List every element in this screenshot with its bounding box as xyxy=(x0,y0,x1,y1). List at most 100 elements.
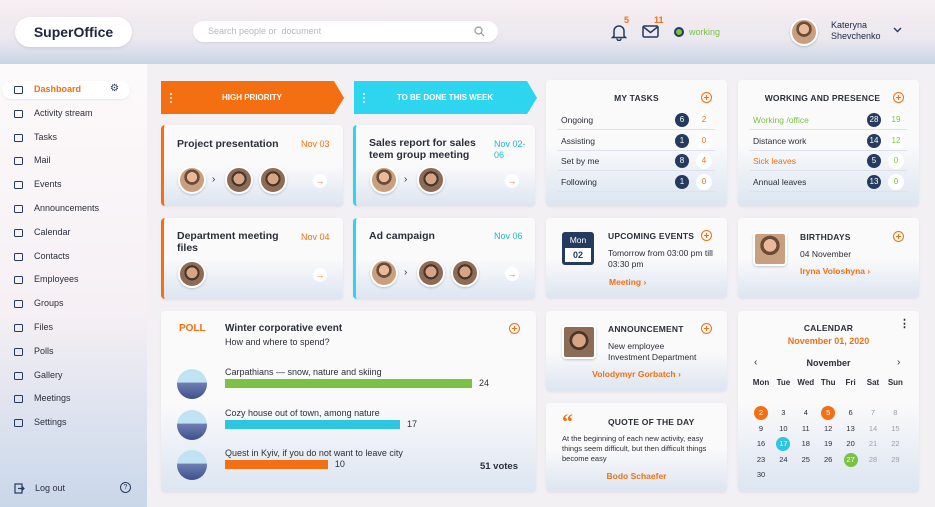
calendar-day[interactable]: 5 xyxy=(821,406,836,420)
stat-row: Working /office 28 19 xyxy=(750,110,907,130)
nav-icon xyxy=(14,371,23,380)
calendar-day[interactable]: 30 xyxy=(756,470,766,480)
message-count: 11 xyxy=(654,15,664,25)
calendar-day[interactable]: 29 xyxy=(891,454,900,464)
calendar-day[interactable]: 10 xyxy=(779,423,788,433)
option-label: Quest in Kyiv, if you do not want to lea… xyxy=(225,448,403,458)
open-arrow[interactable]: → xyxy=(313,268,327,282)
calendar-day[interactable]: 20 xyxy=(846,439,855,449)
user-menu-chevron[interactable] xyxy=(893,27,902,33)
calendar-day[interactable]: 24 xyxy=(779,454,788,464)
calendar-day[interactable]: 3 xyxy=(781,408,786,417)
events-card: Mon 02 UPCOMING EVENTS Tomorrow from 03:… xyxy=(546,218,727,298)
nav-item[interactable]: Contacts xyxy=(2,248,130,266)
next-month[interactable]: › xyxy=(897,357,901,368)
calendar-day[interactable]: 28 xyxy=(868,454,878,464)
stat-row: Ongoing 6 2 xyxy=(558,110,715,130)
calendar-day[interactable]: 8 xyxy=(893,408,898,417)
stat-total: 6 xyxy=(675,113,689,127)
calendar-day[interactable]: 7 xyxy=(870,408,876,417)
calendar-day[interactable]: 21 xyxy=(868,439,878,449)
nav-item[interactable]: Activity stream xyxy=(2,105,130,123)
nav-label: Groups xyxy=(34,298,64,309)
calendar-day[interactable]: 26 xyxy=(824,454,833,464)
task-title: Ad campaign xyxy=(369,230,435,242)
calendar-day[interactable]: 13 xyxy=(846,423,855,433)
task-card[interactable]: Project presentation Nov 03 › → xyxy=(161,125,343,206)
calendar-day[interactable]: 15 xyxy=(891,423,900,433)
calendar-day[interactable]: 16 xyxy=(756,439,766,449)
calendar-day[interactable]: 27 xyxy=(843,452,858,467)
calendar-day[interactable]: 11 xyxy=(801,423,810,433)
nav-item[interactable]: Mail xyxy=(2,152,130,170)
open-arrow[interactable]: → xyxy=(505,267,519,281)
nav-label: Dashboard xyxy=(34,84,82,94)
card-title: MY TASKS xyxy=(614,93,659,103)
nav-item[interactable]: Employees xyxy=(2,271,130,289)
nav-icon xyxy=(14,133,23,142)
event-link[interactable]: Meeting › xyxy=(609,277,647,287)
avatar xyxy=(178,166,206,194)
nav-item[interactable]: Events xyxy=(2,176,130,194)
calendar-day[interactable]: 2 xyxy=(754,406,768,420)
help-icon[interactable]: ? xyxy=(120,482,131,493)
add-button[interactable] xyxy=(701,230,712,241)
weekday: Sun xyxy=(887,378,903,387)
card-title: BIRTHDAYS xyxy=(800,232,851,242)
search-bar[interactable]: Search people or document xyxy=(193,21,498,42)
weekday: Tue xyxy=(776,378,791,387)
stat-label: Following xyxy=(561,176,597,187)
nav-settings[interactable]: ⚙ xyxy=(110,83,119,94)
announcement-link[interactable]: Volodymyr Gorbatch › xyxy=(592,369,681,379)
calendar-day[interactable]: 23 xyxy=(756,454,766,464)
calendar-day[interactable]: 18 xyxy=(801,439,810,449)
calendar-day[interactable]: 19 xyxy=(824,439,833,449)
calendar-day[interactable]: 9 xyxy=(758,423,764,433)
task-card[interactable]: Department meeting files Nov 04 → xyxy=(161,218,343,299)
open-arrow[interactable]: → xyxy=(505,174,519,188)
prev-month[interactable]: ‹ xyxy=(754,357,758,368)
nav-item[interactable]: Settings xyxy=(2,414,130,432)
poll-bar xyxy=(225,379,472,388)
task-card[interactable]: Ad campaign Nov 06 › → xyxy=(353,218,535,299)
nav-item[interactable]: Calendar xyxy=(2,224,130,242)
birthday-name[interactable]: Iryna Voloshyna › xyxy=(800,266,871,276)
calendar-day[interactable]: 4 xyxy=(803,408,808,417)
nav-item[interactable]: Meetings xyxy=(2,390,130,408)
nav-item[interactable]: Dashboard ⚙ xyxy=(2,81,130,99)
add-button[interactable] xyxy=(701,92,712,103)
stat-row: Following 1 0 xyxy=(558,172,715,192)
calendar-day[interactable]: 22 xyxy=(891,439,900,449)
calendar-menu[interactable]: ⋮ xyxy=(899,318,910,330)
open-arrow[interactable]: → xyxy=(313,174,327,188)
calendar-day[interactable]: 12 xyxy=(824,423,833,433)
user-last-name: Shevchenko xyxy=(831,31,881,41)
logo[interactable]: SuperOffice xyxy=(15,17,132,47)
nav-item[interactable]: Gallery xyxy=(2,367,130,385)
mail-icon[interactable] xyxy=(642,25,659,38)
add-button[interactable] xyxy=(701,323,712,334)
calendar-day[interactable]: 17 xyxy=(776,437,791,452)
nav-item[interactable]: Groups xyxy=(2,295,130,313)
user-avatar[interactable] xyxy=(790,18,818,46)
birthday-date: 04 November xyxy=(800,249,852,259)
nav-item[interactable]: Announcements xyxy=(2,200,130,218)
nav-item[interactable]: Polls xyxy=(2,343,130,361)
calendar-day[interactable]: 25 xyxy=(801,454,810,464)
bell-icon[interactable] xyxy=(611,23,627,41)
add-button[interactable] xyxy=(893,231,904,242)
add-button[interactable] xyxy=(509,323,520,334)
nav-item[interactable]: Tasks xyxy=(2,129,130,147)
calendar-day[interactable]: 14 xyxy=(868,423,878,433)
task-date: Nov 02-06 xyxy=(494,139,526,160)
nav-icon xyxy=(14,419,23,428)
add-button[interactable] xyxy=(893,92,904,103)
nav-item[interactable]: Files xyxy=(2,319,130,337)
calendar-day[interactable]: 6 xyxy=(848,408,853,417)
task-card[interactable]: Sales report for sales teem group meetin… xyxy=(353,125,535,206)
status-text[interactable]: working xyxy=(689,27,721,37)
logout[interactable]: Log out xyxy=(35,483,66,493)
option-icon xyxy=(177,369,207,399)
date-day: 02 xyxy=(565,248,591,262)
